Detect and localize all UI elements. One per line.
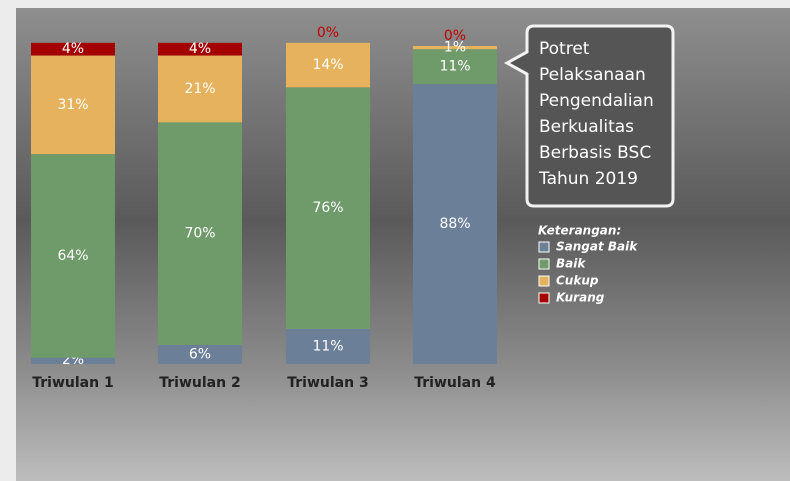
bar-segment — [413, 49, 497, 85]
bar-segment — [31, 55, 115, 155]
data-label: 4% — [189, 41, 211, 57]
x-tick-label: Triwulan 4 — [414, 375, 496, 391]
data-label: 11% — [312, 339, 343, 355]
bar-segment — [413, 84, 497, 364]
data-label: 31% — [57, 97, 88, 113]
bar-segment — [31, 154, 115, 358]
x-tick-label: Triwulan 1 — [32, 375, 113, 391]
data-label: 21% — [184, 81, 215, 97]
bar-segment — [286, 329, 370, 364]
data-label: 0% — [317, 25, 339, 41]
data-label: 76% — [312, 200, 343, 216]
data-label: 70% — [184, 226, 215, 242]
bar-segment — [158, 122, 242, 345]
bar-segment — [158, 55, 242, 123]
bar-segment — [286, 42, 370, 88]
data-label: 64% — [57, 248, 88, 264]
bar-segment — [31, 42, 115, 56]
x-tick-label: Triwulan 2 — [159, 375, 240, 391]
bar-segment — [31, 357, 115, 364]
legend-swatch — [538, 275, 550, 287]
callout-title: Potret Pelaksanaan Pengendalian Berkuali… — [539, 39, 654, 189]
data-label: 14% — [312, 57, 343, 73]
data-label: 88% — [439, 216, 470, 232]
data-label: 11% — [439, 59, 470, 75]
legend-label: Cukup — [556, 274, 599, 288]
legend-swatch — [538, 292, 550, 304]
bar-segment — [158, 42, 242, 56]
legend-label: Sangat Baik — [556, 240, 638, 254]
bar-segment — [286, 87, 370, 330]
legend-title: Keterangan: — [538, 224, 621, 238]
legend-label: Kurang — [556, 291, 605, 305]
data-label: 1% — [444, 40, 466, 56]
legend-swatch — [538, 241, 550, 253]
data-label: 6% — [189, 346, 211, 362]
data-label: 0% — [444, 28, 466, 44]
legend-swatch — [538, 258, 550, 270]
callout-box — [503, 24, 675, 208]
legend-label: Baik — [556, 257, 586, 271]
bar-segment — [158, 344, 242, 364]
data-label: 4% — [62, 41, 84, 57]
x-tick-label: Triwulan 3 — [287, 375, 368, 391]
bar-segment — [413, 46, 497, 50]
